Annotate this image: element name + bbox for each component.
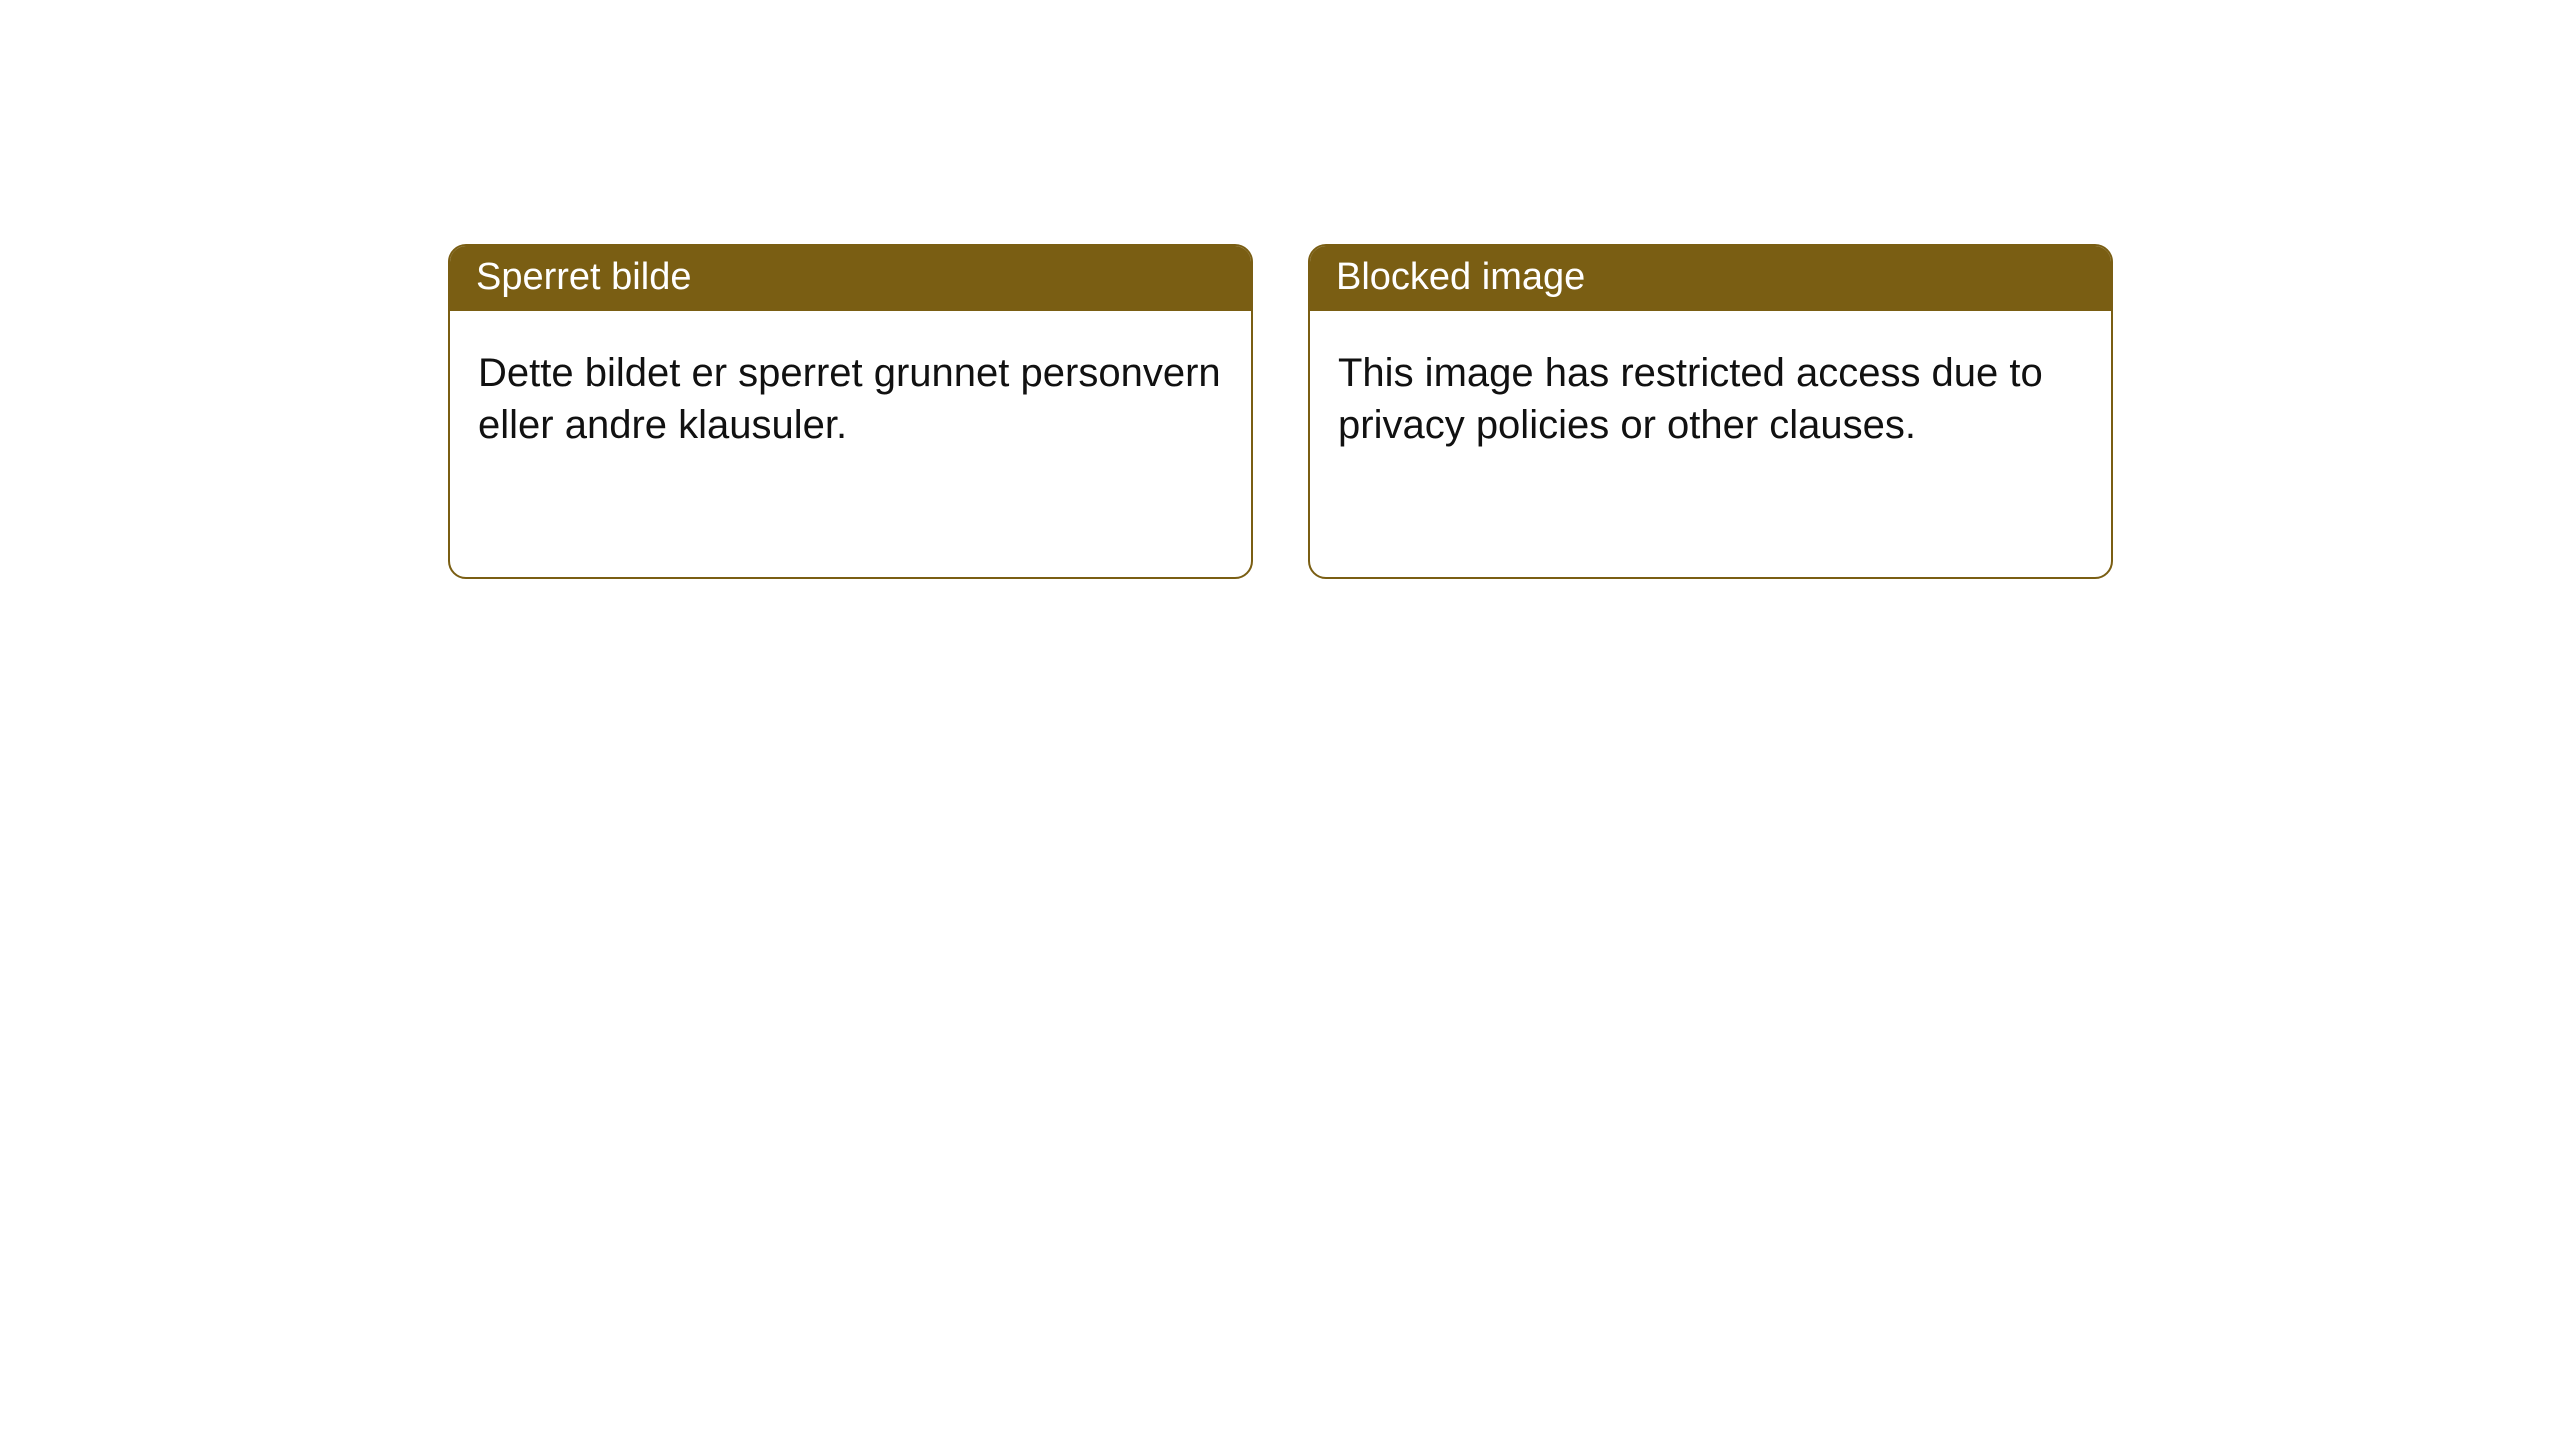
notice-card-text: This image has restricted access due to … [1338,351,2043,447]
notice-card-body: This image has restricted access due to … [1310,311,2111,479]
notice-card-header: Sperret bilde [450,246,1251,311]
notice-card-norwegian: Sperret bilde Dette bildet er sperret gr… [448,244,1253,579]
notice-card-english: Blocked image This image has restricted … [1308,244,2113,579]
notice-card-title: Sperret bilde [476,256,691,298]
notice-card-header: Blocked image [1310,246,2111,311]
notice-card-title: Blocked image [1336,256,1585,298]
notice-card-body: Dette bildet er sperret grunnet personve… [450,311,1251,479]
notice-container: Sperret bilde Dette bildet er sperret gr… [0,0,2560,579]
notice-card-text: Dette bildet er sperret grunnet personve… [478,351,1221,447]
